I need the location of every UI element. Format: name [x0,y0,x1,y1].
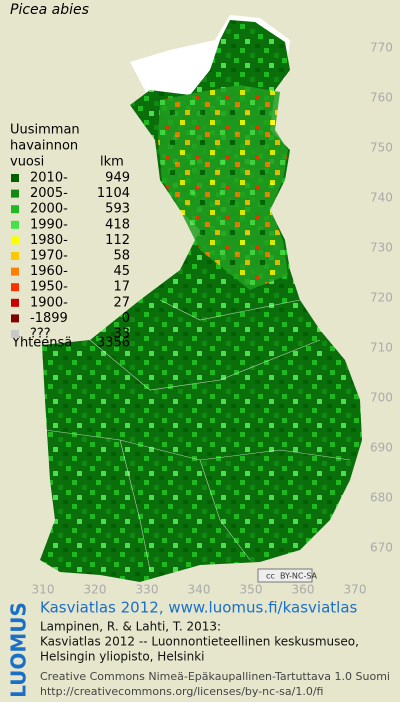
x-coordinate-label: 340 [188,583,211,597]
x-coordinate-label: 320 [84,583,107,597]
map-north-mixed [158,85,288,290]
legend-swatch [11,330,19,338]
legend-count: 593 [105,202,130,217]
legend-label: 1980- [30,233,68,248]
legend-swatch [11,236,19,245]
region-borders [44,299,351,571]
atlas-link: Kasviatlas 2012, www.luomus.fi/kasviatla… [40,599,358,617]
legend-label: 1900- [30,295,68,310]
legend-swatch [11,283,19,292]
citation-line: Lampinen, R. & Lahti, T. 2013: [40,620,221,634]
x-coordinate-label: 370 [344,583,367,597]
legend-count: 1104 [97,186,130,201]
y-coordinate-label: 680 [370,491,393,505]
y-coordinate-label: 760 [370,91,393,105]
legend-heading: vuosi [10,155,44,170]
legend-count: 58 [113,249,130,264]
legend-label: 2005- [30,186,68,201]
x-coordinate-label: 360 [292,583,315,597]
y-coordinate-label: 730 [370,241,393,255]
legend-label: 1970- [30,249,68,264]
legend-swatch [11,267,19,276]
legend-count: 17 [113,280,130,295]
legend-count: 33 [113,327,130,342]
citation-line: Helsingin yliopisto, Helsinki [40,650,205,664]
legend-count: 27 [113,295,130,310]
legend-count-heading: lkm [100,155,124,170]
legend-count: 112 [105,233,130,248]
legend-label: -1899 [30,311,68,326]
y-coordinate-label: 770 [370,41,393,55]
legend-count: 418 [105,217,130,232]
species-title: Picea abies [10,2,89,18]
legend-count: 45 [113,264,130,279]
logo: LUOMUS [7,602,31,698]
badge-text: BY-NC-SA [280,572,318,581]
legend-total-label: Yhteensä [11,336,72,351]
legend-label: 1950- [30,280,68,295]
license-line: http://creativecommons.org/licenses/by-n… [40,685,323,698]
legend-heading: Uusimman [10,123,80,138]
legend-swatch [11,252,19,260]
y-coordinate-label: 710 [370,341,393,355]
legend-swatch [11,220,19,229]
legend-label: ??? [30,327,51,342]
citation-line: Kasviatlas 2012 -- Luonnontieteellinen k… [40,635,359,649]
y-coordinate-label: 750 [370,141,393,155]
x-coordinate-label: 310 [32,583,55,597]
legend-count: 949 [105,171,130,186]
legend-heading: havainnon [10,139,78,154]
legend-swatch [11,174,19,182]
legend-swatch [11,314,19,323]
legend-swatch [11,205,19,214]
y-coordinate-label: 700 [370,391,393,405]
badge-icon: cc [266,572,275,581]
x-coordinate-label: 330 [136,583,159,597]
license-line: Creative Commons Nimeä-Epäkaupallinen-Ta… [40,670,390,683]
legend-label: 1960- [30,264,68,279]
legend-swatch [11,298,19,307]
legend-swatch [11,189,19,198]
y-coordinate-label: 720 [370,291,393,305]
y-coordinate-label: 690 [370,441,393,455]
legend-label: 1990- [30,217,68,232]
y-coordinate-label: 670 [370,541,393,555]
legend-total: 3356 [97,336,130,351]
legend-label: 2010- [30,171,68,186]
legend-count: 0 [122,311,130,326]
legend-label: 2000- [30,202,68,217]
x-coordinate-label: 350 [240,583,263,597]
license-badge [257,568,313,583]
y-coordinate-label: 740 [370,191,393,205]
